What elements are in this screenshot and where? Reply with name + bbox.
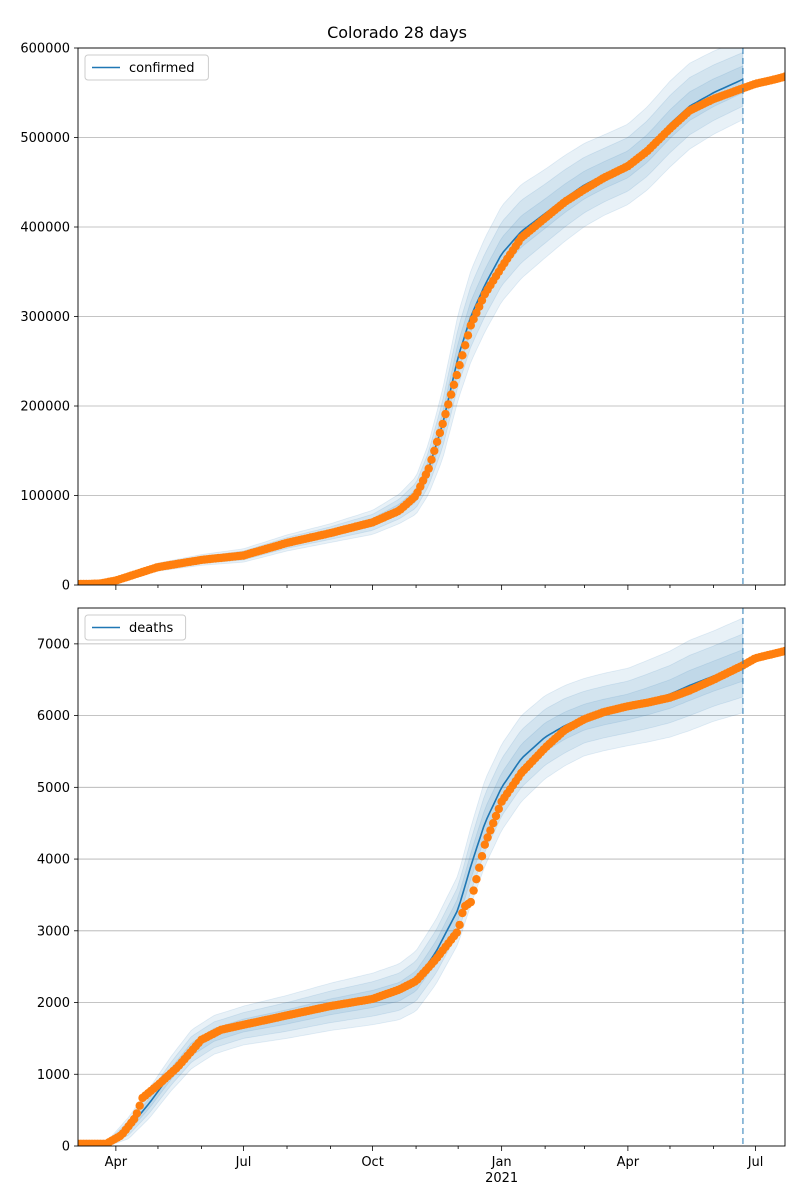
y-tick-label: 7000 [37, 637, 70, 652]
y-tick-label: 400000 [20, 221, 70, 236]
y-tick-label: 300000 [20, 310, 70, 325]
legend-box [84, 54, 209, 81]
chart-title: Colorado 28 days [327, 23, 467, 42]
observed-point [466, 897, 475, 907]
observed-point [446, 390, 456, 399]
x-tick-label: Apr [617, 1155, 640, 1170]
y-tick-label: 1000 [37, 1068, 70, 1083]
observed-point [432, 437, 442, 446]
axes-frame [77, 47, 786, 586]
observed-point [455, 920, 464, 930]
plot-area [78, 48, 785, 585]
observed-point [458, 908, 467, 918]
observed-point [780, 646, 785, 656]
x-tick-label: Jan [491, 1155, 512, 1170]
observed-point [475, 302, 484, 311]
observed-point [463, 331, 473, 340]
y-tick-label: 2000 [37, 996, 70, 1011]
observed-point [424, 464, 433, 473]
observed-point [494, 804, 503, 814]
observed-point [477, 852, 487, 861]
observed-point [486, 826, 495, 835]
y-tick-label: 100000 [20, 489, 70, 504]
observed-point [483, 833, 492, 842]
y-tick-label: 500000 [20, 131, 70, 146]
observed-point [480, 840, 489, 849]
observed-point [469, 315, 478, 324]
observed-point [452, 370, 461, 380]
x-tick-label: Oct [361, 1155, 383, 1170]
observed-point [441, 409, 450, 419]
observed-point [472, 875, 481, 884]
observed-point [455, 361, 464, 370]
legend: confirmed [84, 54, 209, 81]
x-year-label: 2021 [485, 1171, 518, 1186]
y-tick-label: 5000 [37, 781, 70, 796]
legend-box [84, 614, 187, 641]
observed-point [491, 811, 501, 821]
y-tick-label: 3000 [37, 924, 70, 939]
deaths-panel: 0 1000 2000 3000 4000 5000 6000 7000 Apr Jul Oct Ja… [37, 607, 786, 1186]
x-tick-label: Jul [747, 1155, 764, 1170]
observed-point [135, 1101, 144, 1110]
observed-point [452, 928, 461, 937]
y-tick-label: 4000 [37, 853, 70, 868]
observed-point [132, 1109, 142, 1118]
x-tick-label: Jul [235, 1155, 252, 1170]
y-tick-label: 0 [62, 579, 70, 594]
x-tick-label: Apr [105, 1155, 128, 1170]
observed-point [435, 428, 445, 438]
observed-point [430, 446, 439, 455]
observed-point [780, 72, 785, 81]
legend-label: confirmed [129, 61, 195, 76]
observed-point [438, 419, 447, 429]
observed-point [461, 341, 470, 350]
y-tick-label: 600000 [20, 42, 70, 57]
observed-point [427, 455, 436, 464]
observed-point [489, 819, 498, 828]
legend: deaths [84, 614, 187, 641]
observed-point [449, 380, 459, 389]
confirmed-panel: 0 100000 200000 300000 400000 500000 600000 con… [20, 42, 786, 594]
y-tick-label: 200000 [20, 400, 70, 415]
axes-frame [77, 607, 786, 1147]
y-tick-label: 6000 [37, 709, 70, 724]
legend-label: deaths [129, 621, 174, 636]
observed-point [444, 400, 453, 409]
observed-point [477, 296, 487, 305]
observed-point [458, 351, 467, 360]
y-tick-label: 0 [62, 1140, 70, 1155]
observed-point [469, 886, 478, 895]
observed-point [475, 863, 484, 872]
plot-area [78, 617, 785, 1146]
